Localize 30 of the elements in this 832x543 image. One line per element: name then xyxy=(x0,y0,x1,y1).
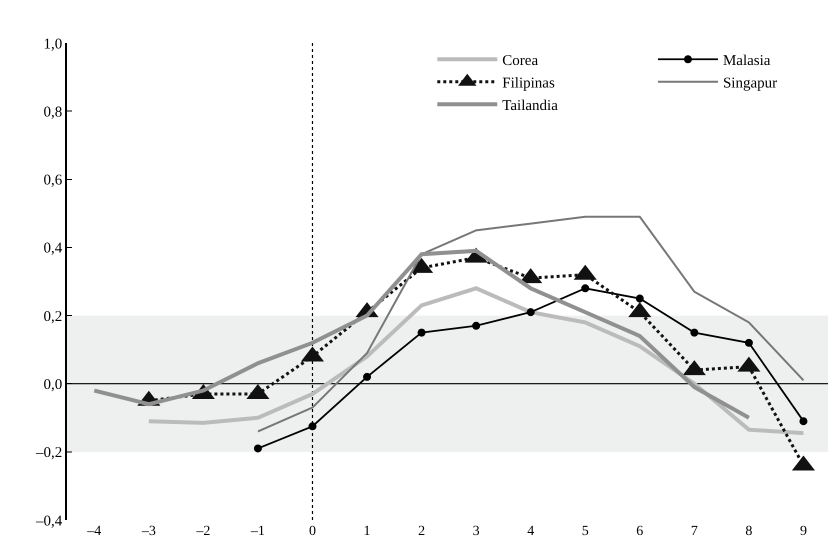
legend-label: Corea xyxy=(502,53,538,70)
x-tick-label: 3 xyxy=(472,524,480,539)
x-tick-label: 8 xyxy=(745,524,752,539)
x-tick-label: –3 xyxy=(140,524,156,539)
x-tick-label: –2 xyxy=(195,524,210,539)
y-tick-label: 0,0 xyxy=(44,376,62,393)
x-tick-label: 4 xyxy=(527,524,534,539)
line-series xyxy=(146,286,806,436)
x-tick-label: 9 xyxy=(800,524,807,539)
y-tick-label: 0,2 xyxy=(44,308,62,325)
legend-label: Singapur xyxy=(722,76,778,92)
y-tick-label: 0,8 xyxy=(44,104,62,120)
x-tick-label: –4 xyxy=(86,524,102,539)
y-tick-label: –0,4 xyxy=(35,513,63,530)
x-tick-label: 2 xyxy=(418,524,426,539)
y-tick-label: –0,2 xyxy=(35,445,62,462)
x-tick-label: 0 xyxy=(308,524,316,539)
legend-label: Malasia xyxy=(722,53,771,70)
legend-label: Tailandia xyxy=(502,98,558,114)
x-tick-label: 5 xyxy=(582,524,589,539)
x-tick-label: 6 xyxy=(636,524,644,539)
x-tick-label: 7 xyxy=(690,524,698,539)
y-tick-label: 0,6 xyxy=(44,172,63,189)
legend-label: Filipinas xyxy=(502,76,555,92)
x-tick-label: 1 xyxy=(364,524,371,539)
x-tick-label: –1 xyxy=(250,524,265,539)
y-tick-label: 0,4 xyxy=(44,240,63,257)
y-tick-label: 1,0 xyxy=(44,36,62,52)
line-series xyxy=(92,248,751,420)
line-series xyxy=(256,216,804,432)
